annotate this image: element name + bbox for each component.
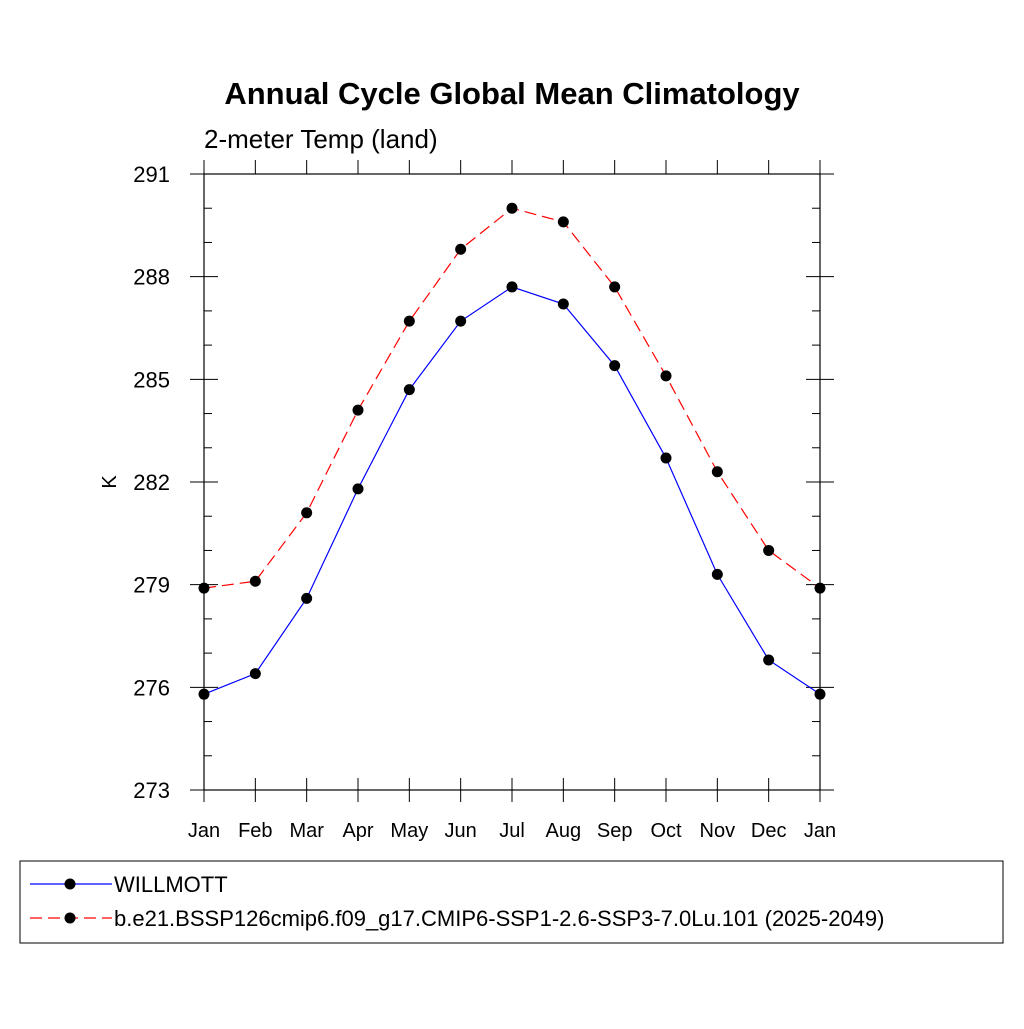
x-tick-label: Dec bbox=[751, 820, 787, 842]
data-point bbox=[301, 507, 313, 519]
y-tick-label: 291 bbox=[133, 162, 170, 187]
data-point bbox=[352, 404, 364, 416]
series-line bbox=[203, 286, 821, 695]
data-point bbox=[763, 544, 775, 556]
data-point bbox=[301, 592, 313, 604]
series-layer bbox=[198, 202, 826, 700]
y-tick-label: 285 bbox=[133, 367, 170, 392]
chart-title: Annual Cycle Global Mean Climatology bbox=[224, 76, 800, 111]
x-tick-label: Oct bbox=[650, 820, 682, 842]
x-tick-label: May bbox=[390, 820, 428, 842]
y-tick-label: 273 bbox=[133, 778, 170, 803]
data-point bbox=[660, 452, 672, 464]
y-tick-label: 288 bbox=[133, 265, 170, 290]
x-tick-label: Jan bbox=[804, 820, 836, 842]
data-point bbox=[814, 688, 826, 700]
legend: WILLMOTT b.e21.BSSP126cmip6.f09_g17.CMIP6… bbox=[30, 872, 884, 931]
data-point bbox=[249, 668, 261, 680]
data-point bbox=[249, 575, 261, 587]
data-point bbox=[198, 688, 210, 700]
legend-label: b.e21.BSSP126cmip6.f09_g17.CMIP6-SSP1-2.… bbox=[114, 906, 884, 931]
legend-box bbox=[19, 860, 1004, 944]
legend-label: WILLMOTT bbox=[114, 872, 228, 897]
data-point bbox=[506, 202, 518, 214]
data-point bbox=[609, 281, 621, 293]
y-tick-label: 282 bbox=[133, 470, 170, 495]
x-tick-label: Nov bbox=[700, 820, 736, 842]
data-point bbox=[198, 582, 210, 594]
data-point bbox=[763, 654, 775, 666]
x-tick-label: Apr bbox=[342, 820, 373, 842]
x-tick-label: Jun bbox=[445, 820, 477, 842]
data-point bbox=[455, 243, 467, 255]
y-axis-label: K bbox=[99, 475, 121, 489]
data-point bbox=[711, 568, 723, 580]
legend-marker bbox=[64, 912, 76, 924]
x-tick-label: Feb bbox=[238, 820, 272, 842]
x-tick-label: Mar bbox=[289, 820, 324, 842]
chart-subtitle: 2-meter Temp (land) bbox=[204, 124, 438, 154]
data-point bbox=[557, 216, 569, 228]
axis-ticks: 273 276 279 282 285 288 291 Jan Feb Mar Apr May Jun J… bbox=[133, 160, 836, 842]
series-line bbox=[203, 207, 821, 589]
data-point bbox=[557, 298, 569, 310]
data-point bbox=[455, 315, 467, 327]
data-point bbox=[403, 315, 415, 327]
data-point bbox=[609, 360, 621, 372]
data-point bbox=[506, 281, 518, 293]
data-point bbox=[403, 384, 415, 396]
y-tick-label: 279 bbox=[133, 573, 170, 598]
data-point bbox=[660, 370, 672, 382]
data-point bbox=[711, 466, 723, 478]
data-point bbox=[814, 582, 826, 594]
x-tick-label: Sep bbox=[597, 820, 633, 842]
x-tick-label: Jan bbox=[188, 820, 220, 842]
y-tick-label: 276 bbox=[133, 675, 170, 700]
x-tick-label: Aug bbox=[546, 820, 582, 842]
plot-frame bbox=[203, 173, 821, 791]
x-tick-label: Jul bbox=[499, 820, 525, 842]
legend-marker bbox=[64, 878, 76, 890]
data-point bbox=[352, 483, 364, 495]
